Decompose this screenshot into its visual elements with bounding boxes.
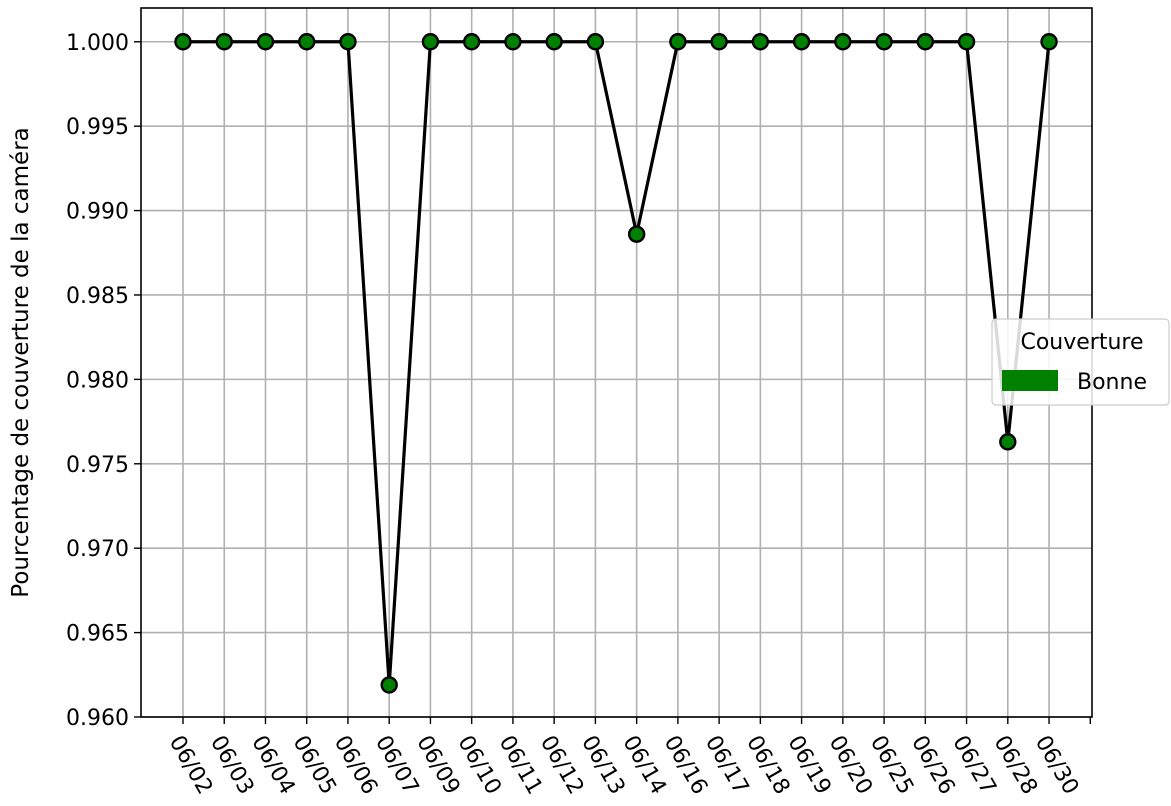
y-tick-label: 0.985 [66,284,129,309]
data-point [462,33,481,51]
data-point [751,33,770,51]
x-tick-label: 06/30 [1030,732,1083,799]
y-tick-label: 0.995 [66,115,129,140]
data-point [792,33,811,51]
data-point [586,33,605,51]
plot-frame [140,7,1093,718]
legend-swatch-bonne [1002,370,1058,391]
data-point [957,33,976,51]
data-point [298,33,316,51]
coverage-series [174,33,1058,694]
data-point [256,33,275,51]
y-tick-label: 0.990 [66,200,129,225]
data-point [545,33,563,51]
y-tick-label: 0.975 [66,453,129,478]
series-line [183,40,1051,687]
data-point [627,225,646,243]
y-tick-label: 1.000 [66,31,129,56]
y-tick-label: 0.970 [66,537,129,562]
y-axis-ticks: 0.960 0.965 0.970 0.975 0.980 0.985 0.990 0.995… [66,31,141,731]
data-point [875,33,893,51]
data-point [669,33,687,51]
data-point [710,33,728,51]
data-point [504,33,522,51]
data-point [999,433,1017,451]
legend: Couverture Bonne [991,318,1170,406]
y-axis-label: Pourcentage de couverture de la caméra [8,127,34,597]
legend-label-bonne: Bonne [1077,370,1147,395]
legend-title: Couverture [1020,330,1143,355]
grid-lines [141,8,1092,718]
data-point [834,33,852,51]
data-point [215,33,233,51]
y-tick-label: 0.965 [66,622,129,647]
data-point [174,33,192,51]
data-point [380,676,398,694]
x-axis-ticks: 06/0206/0306/0406/0506/0606/0706/0906/10… [164,717,1091,799]
data-point [421,33,440,51]
y-tick-label: 0.960 [66,706,129,731]
data-point [1040,33,1058,51]
data-point [916,33,935,51]
y-tick-label: 0.980 [66,368,129,393]
data-point [339,33,357,51]
